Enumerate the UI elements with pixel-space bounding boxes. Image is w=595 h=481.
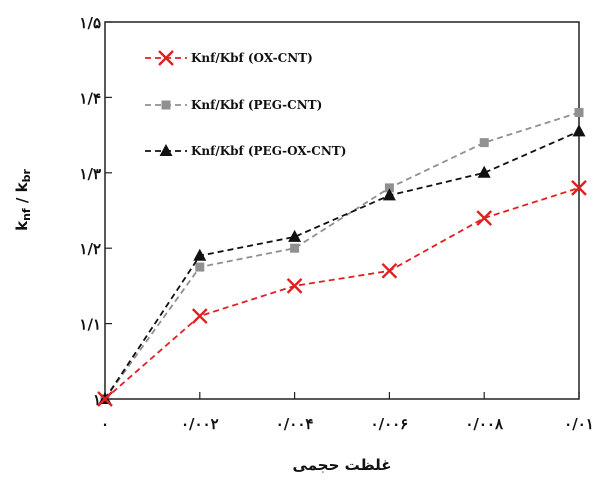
data-point (479, 138, 489, 148)
legend-marker (161, 100, 171, 110)
y-tick-label: ۱/۵ (79, 14, 101, 32)
data-point (574, 107, 584, 117)
marker-stroke (97, 391, 113, 407)
y-axis-title-mid: / k (13, 181, 31, 208)
legend-label: Knf/Kbf (OX-CNT) (191, 51, 313, 65)
y-tick-label: ۱/۳ (79, 165, 101, 183)
legend-label: Knf/Kbf (PEG-OX-CNT) (191, 144, 346, 158)
marker-stroke (476, 210, 493, 226)
legend-entry: Knf/Kbf (OX-CNT) (145, 50, 313, 66)
series-line (104, 111, 580, 400)
data-point (195, 262, 205, 272)
x-tick-label: ۰/۰۰۶ (371, 415, 409, 433)
y-tick-label: ۱/۲ (79, 240, 101, 258)
legend-marker (158, 50, 174, 66)
x-tick-label: ۰/۰۰۸ (465, 415, 504, 433)
legend: Knf/Kbf (OX-CNT) Knf/Kbf (PEG-CNT) Knf/Kbf… (145, 50, 346, 158)
marker-stroke (381, 262, 398, 279)
y-tick-label: ۱ (93, 391, 101, 409)
marker-stroke (571, 180, 587, 196)
y-axis-title-sub1: nf (20, 208, 33, 221)
data-point (193, 248, 207, 261)
x-tick-label: ۰ (101, 415, 109, 433)
marker-stroke (191, 308, 208, 324)
y-tick-label: ۱/۴ (79, 89, 101, 107)
data-point (286, 278, 303, 294)
series-line (104, 130, 580, 400)
data-point (571, 180, 587, 196)
y-tick-label: ۱/۱ (79, 316, 101, 334)
series-1 (97, 180, 587, 407)
data-point (384, 183, 394, 193)
marker-stroke (286, 278, 303, 294)
axis-ticks: ۱ ۱/۱ ۱/۲ ۱/۳ ۱/۴ ۱/۵ ۰ ۰/۰۰۲ ۰/۰۰۴ ۰/۰۰۶ ۰/۰۰۸ ۰/۰… (79, 14, 593, 433)
data-point (476, 210, 493, 226)
series-3 (98, 124, 586, 404)
y-axis-title: knf / kbr (13, 169, 33, 231)
x-tick-label: ۰/۰۰۴ (276, 415, 314, 433)
data-point (191, 308, 208, 324)
data-point (382, 188, 396, 201)
series-line (104, 187, 580, 400)
series-layer (97, 107, 587, 407)
legend-label: Knf/Kbf (PEG-CNT) (191, 98, 322, 112)
data-point (288, 229, 302, 242)
data-point (290, 243, 300, 253)
legend-marker (159, 144, 173, 156)
marker-stroke (158, 50, 174, 66)
data-point (572, 124, 586, 137)
data-point (97, 391, 113, 407)
x-axis-title: غلظت حجمی (293, 456, 392, 474)
x-tick-label: ۰/۰۰۲ (181, 415, 219, 433)
y-axis-title-k: k (13, 220, 31, 231)
plot-frame (104, 21, 580, 400)
y-axis-title-sub2: br (20, 169, 33, 183)
legend-entry: Knf/Kbf (PEG-CNT) (145, 98, 322, 112)
x-tick-label: ۰/۰۱ (564, 415, 594, 433)
legend-entry: Knf/Kbf (PEG-OX-CNT) (145, 144, 346, 158)
data-point (381, 262, 398, 279)
data-point (477, 165, 491, 178)
